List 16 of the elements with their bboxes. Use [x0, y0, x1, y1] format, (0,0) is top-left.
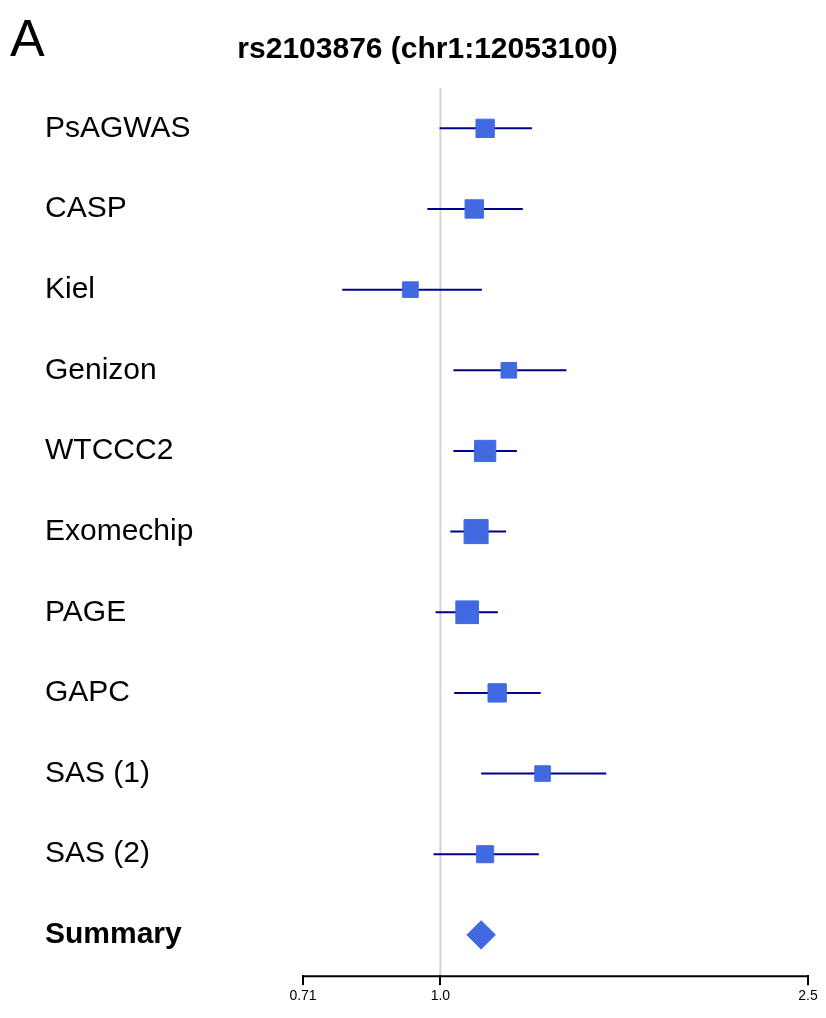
x-tick-label: 1.0: [430, 987, 451, 1004]
y-tick-label: CASP: [45, 190, 127, 224]
y-tick-label: GAPC: [45, 674, 131, 708]
chart-title: rs2103876 (chr1:12053100): [237, 31, 618, 65]
x-tick-label: 2.5: [798, 987, 818, 1004]
y-tick-label: PsAGWAS: [45, 109, 191, 143]
x-tick-label: 0.71: [289, 987, 317, 1004]
y-tick-label: SAS (1): [45, 754, 151, 788]
y-tick-label: Summary: [45, 916, 183, 950]
y-tick-label: WTCCC2: [45, 432, 174, 466]
y-tick-label: PAGE: [45, 593, 127, 627]
y-tick-label: Kiel: [45, 270, 96, 304]
text: A: [10, 8, 45, 68]
y-tick-label: Exomechip: [45, 512, 194, 546]
y-tick-label: Genizon: [45, 351, 157, 385]
y-tick-label: SAS (2): [45, 835, 151, 869]
